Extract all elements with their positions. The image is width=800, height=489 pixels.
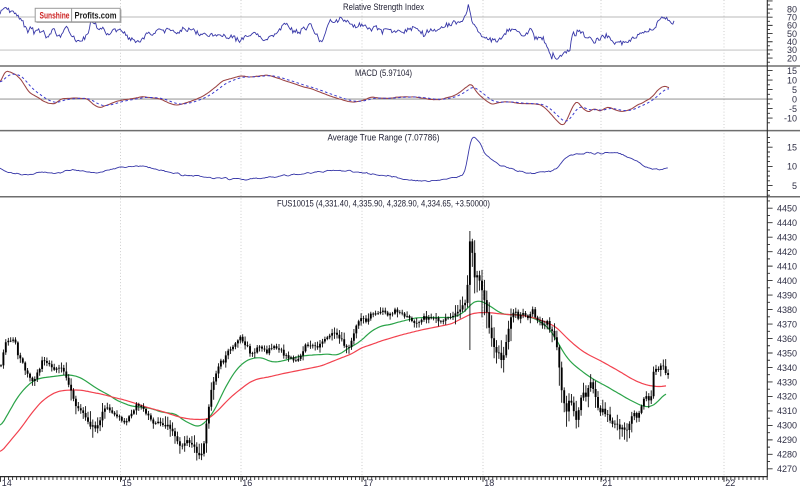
svg-text:4320: 4320 (777, 392, 797, 402)
svg-text:15: 15 (787, 143, 797, 153)
svg-text:4440: 4440 (777, 218, 797, 228)
svg-text:FUS10015 (4,331.40, 4,335.90,: FUS10015 (4,331.40, 4,335.90, 4,328.90, … (277, 199, 490, 210)
svg-text:4290: 4290 (777, 435, 797, 445)
svg-text:17: 17 (363, 478, 373, 488)
svg-text:16: 16 (242, 478, 252, 488)
svg-text:50: 50 (787, 29, 797, 39)
svg-text:4310: 4310 (777, 406, 797, 416)
svg-text:15: 15 (122, 478, 132, 488)
svg-text:-10: -10 (784, 113, 797, 123)
svg-text:4330: 4330 (777, 377, 797, 387)
svg-text:4370: 4370 (777, 319, 797, 329)
svg-text:10: 10 (787, 162, 797, 172)
svg-text:80: 80 (787, 4, 797, 14)
svg-text:Relative Strength Index: Relative Strength Index (343, 2, 424, 13)
svg-text:Average True Range (7.07786): Average True Range (7.07786) (328, 133, 440, 144)
svg-text:4410: 4410 (777, 261, 797, 271)
svg-text:4350: 4350 (777, 348, 797, 358)
svg-text:4420: 4420 (777, 247, 797, 257)
svg-text:Sunshine: Sunshine (40, 11, 70, 22)
svg-text:15: 15 (787, 66, 797, 76)
svg-text:4300: 4300 (777, 421, 797, 431)
svg-text:40: 40 (787, 37, 797, 47)
svg-text:0: 0 (792, 94, 797, 104)
svg-text:-5: -5 (789, 104, 797, 114)
svg-text:4390: 4390 (777, 290, 797, 300)
svg-text:4360: 4360 (777, 334, 797, 344)
svg-text:4380: 4380 (777, 305, 797, 315)
svg-text:30: 30 (787, 45, 797, 55)
svg-text:60: 60 (787, 21, 797, 31)
svg-text:4270: 4270 (777, 464, 797, 474)
svg-text:14: 14 (2, 478, 12, 488)
svg-text:5: 5 (792, 85, 797, 95)
svg-text:22: 22 (725, 478, 735, 488)
svg-text:4340: 4340 (777, 363, 797, 373)
svg-text:4450: 4450 (777, 204, 797, 214)
svg-text:5: 5 (792, 181, 797, 191)
svg-text:Profits.com: Profits.com (75, 11, 117, 22)
svg-text:18: 18 (484, 478, 494, 488)
svg-text:4400: 4400 (777, 276, 797, 286)
svg-text:21: 21 (602, 478, 612, 488)
svg-text:20: 20 (787, 53, 797, 63)
svg-text:4280: 4280 (777, 450, 797, 460)
svg-text:4430: 4430 (777, 233, 797, 243)
svg-text:MACD (5.97104): MACD (5.97104) (355, 68, 412, 79)
svg-text:10: 10 (787, 75, 797, 85)
svg-text:70: 70 (787, 13, 797, 23)
